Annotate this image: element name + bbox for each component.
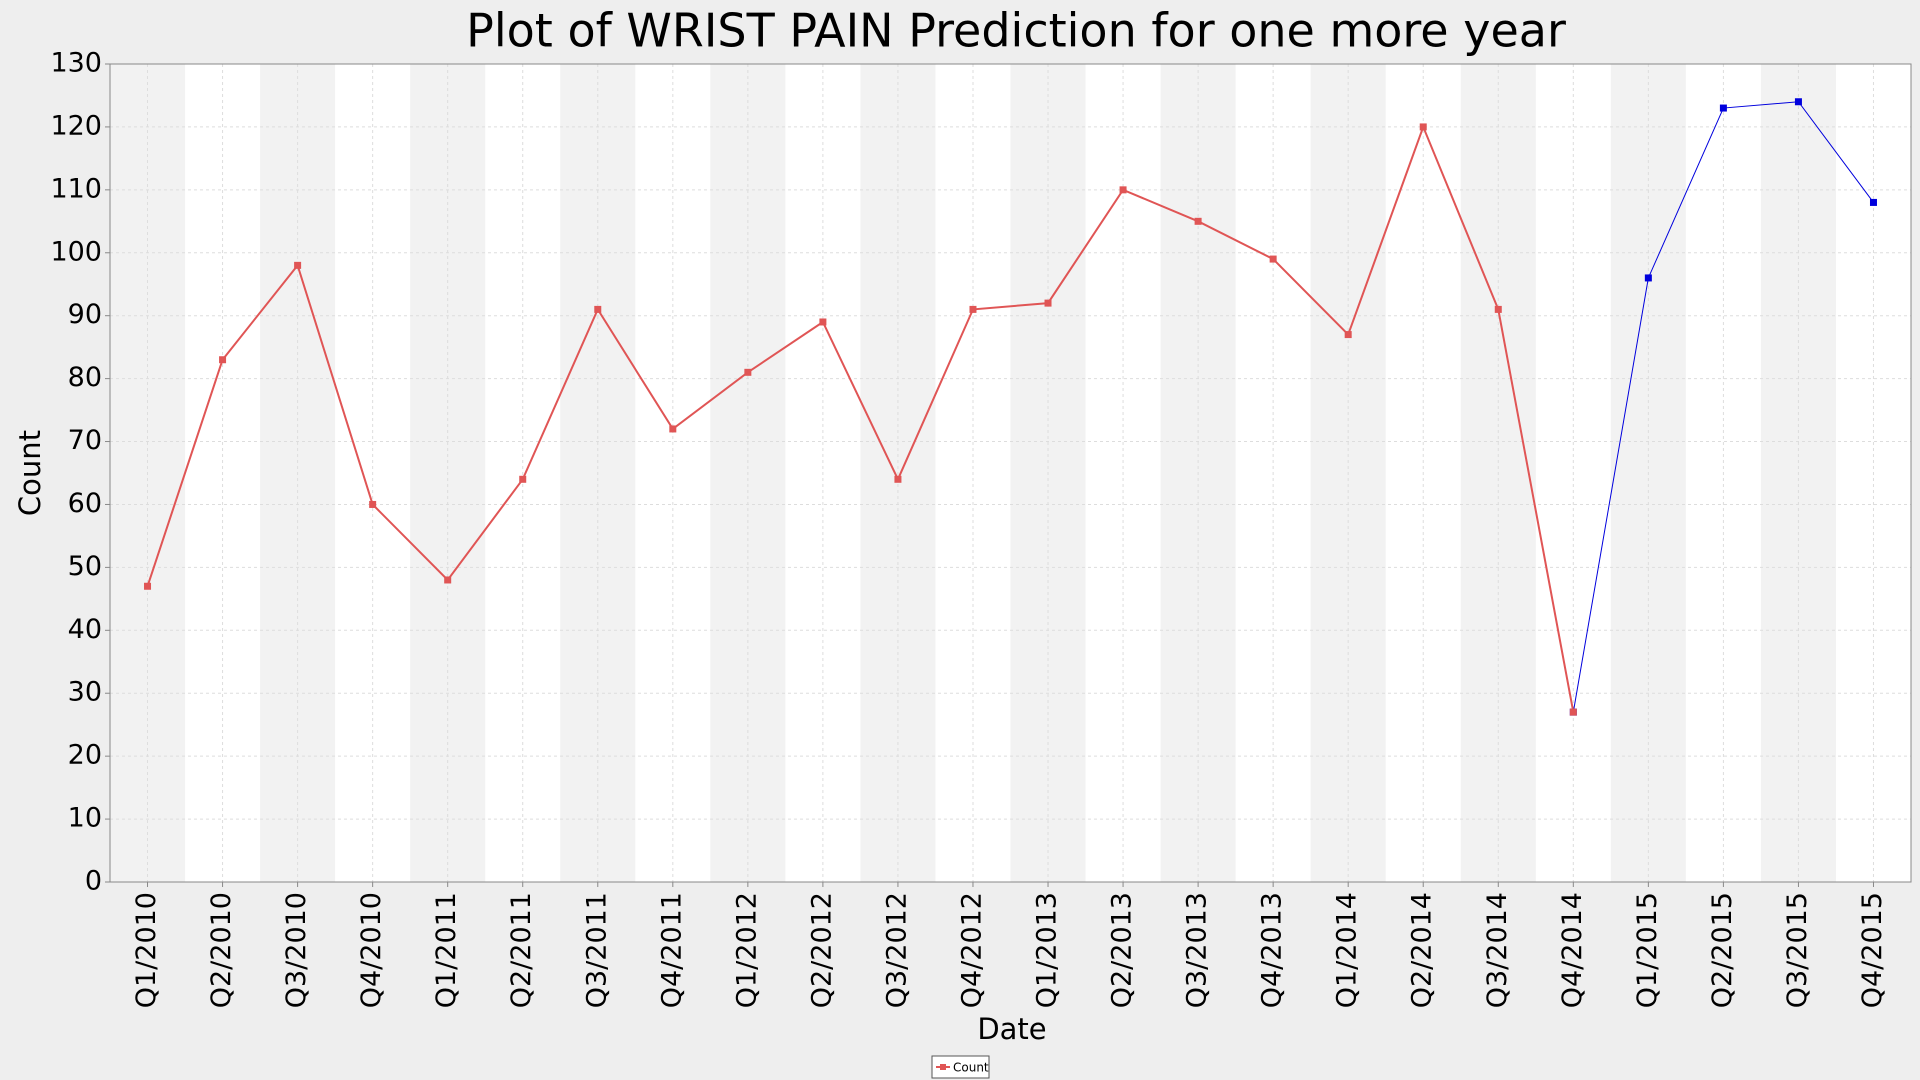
point xyxy=(1044,299,1052,307)
point xyxy=(1794,98,1802,106)
point xyxy=(294,261,302,269)
x-tick-label: Q2/2011 xyxy=(506,892,537,1008)
point xyxy=(1269,255,1277,263)
point xyxy=(1719,104,1727,112)
y-tick-label: 10 xyxy=(68,803,102,834)
y-tick-label: 90 xyxy=(68,299,102,330)
x-tick-label: Q3/2012 xyxy=(881,892,912,1008)
x-tick-label: Q2/2015 xyxy=(1707,892,1738,1008)
point xyxy=(594,305,602,313)
x-tick-label: Q3/2010 xyxy=(281,892,312,1008)
point xyxy=(894,475,902,483)
x-tick-label: Q1/2013 xyxy=(1032,892,1063,1008)
plot-border xyxy=(109,63,1912,883)
point xyxy=(1194,217,1202,225)
point xyxy=(1869,198,1877,206)
legend-marker xyxy=(940,1064,946,1070)
point xyxy=(1569,708,1577,716)
y-tick-label: 100 xyxy=(50,236,102,267)
x-tick-label: Q3/2013 xyxy=(1182,892,1213,1008)
point xyxy=(1494,305,1502,313)
x-tick-label: Q4/2014 xyxy=(1557,892,1588,1008)
x-tick-label: Q3/2011 xyxy=(581,892,612,1008)
point xyxy=(144,582,152,590)
point xyxy=(819,318,827,326)
x-tick-label: Q2/2010 xyxy=(206,892,237,1008)
y-axis-label: Count xyxy=(13,430,47,516)
point xyxy=(444,576,452,584)
x-tick-label: Q2/2012 xyxy=(806,892,837,1008)
x-tick-label: Q1/2011 xyxy=(431,892,462,1008)
x-tick-label: Q2/2013 xyxy=(1107,892,1138,1008)
x-tick-label: Q4/2013 xyxy=(1257,892,1288,1008)
y-tick-label: 80 xyxy=(68,362,102,393)
point xyxy=(744,368,752,376)
point xyxy=(1644,274,1652,282)
x-tick-label: Q4/2012 xyxy=(956,892,987,1008)
x-tick-label: Q1/2010 xyxy=(131,892,162,1008)
x-tick-label: Q3/2014 xyxy=(1482,892,1513,1008)
y-tick-label: 70 xyxy=(68,425,102,456)
x-tick-label: Q4/2010 xyxy=(356,892,387,1008)
point xyxy=(1419,123,1427,131)
y-tick-label: 0 xyxy=(85,866,102,897)
legend-box xyxy=(931,1055,990,1079)
x-tick-label: Q1/2015 xyxy=(1632,892,1663,1008)
y-tick-label: 40 xyxy=(68,614,102,645)
x-tick-label: Q4/2011 xyxy=(656,892,687,1008)
point xyxy=(1119,186,1127,194)
y-tick-label: 20 xyxy=(68,740,102,771)
y-tick-label: 110 xyxy=(50,173,102,204)
chart-title: Plot of WRIST PAIN Prediction for one mo… xyxy=(466,4,1566,58)
x-tick-label: Q4/2015 xyxy=(1857,892,1888,1008)
point xyxy=(519,475,527,483)
y-tick-label: 60 xyxy=(68,488,102,519)
x-tick-label: Q2/2014 xyxy=(1407,892,1438,1008)
x-axis-label: Date xyxy=(977,1012,1046,1046)
x-tick-label: Q1/2012 xyxy=(731,892,762,1008)
point xyxy=(969,305,977,313)
y-tick-label: 50 xyxy=(68,551,102,582)
point xyxy=(219,356,227,364)
point xyxy=(369,500,377,508)
y-tick-label: 130 xyxy=(50,48,102,79)
legend-label: Count xyxy=(953,1061,989,1075)
x-tick-label: Q3/2015 xyxy=(1782,892,1813,1008)
y-tick-label: 30 xyxy=(68,677,102,708)
y-tick-label: 120 xyxy=(50,110,102,141)
point xyxy=(1344,331,1352,339)
series-line xyxy=(146,124,1575,713)
x-tick-label: Q1/2014 xyxy=(1332,892,1363,1008)
point xyxy=(669,425,677,433)
